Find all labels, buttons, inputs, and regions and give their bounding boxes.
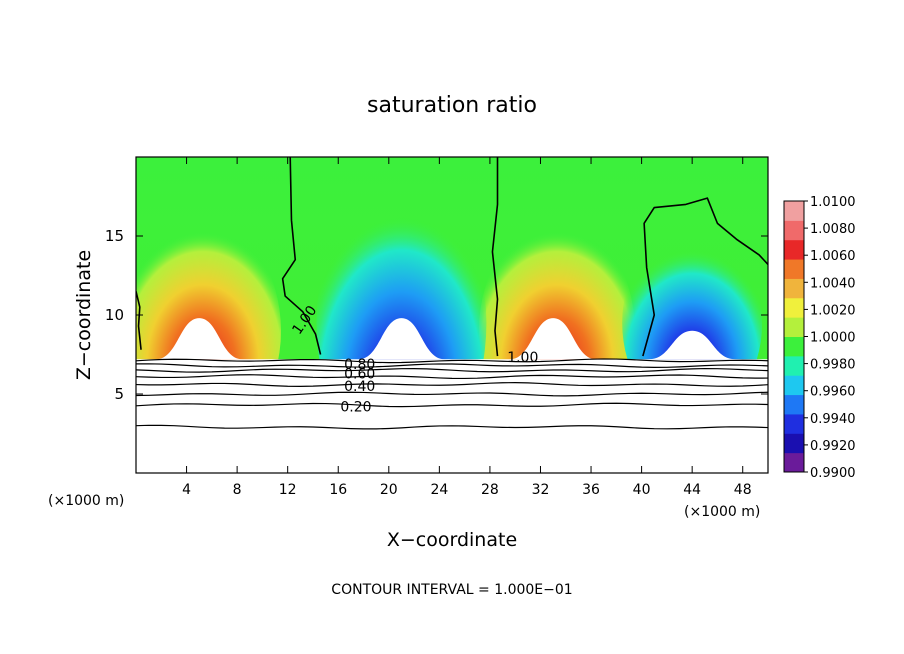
contour-line-1-00: [136, 291, 142, 350]
colorbar-segment: [784, 355, 804, 376]
colorbar-segment: [784, 375, 804, 396]
contour-line: [136, 367, 768, 373]
colorbar-segment: [784, 433, 804, 454]
y-tick-label: 10: [105, 306, 124, 324]
colorbar-segment: [784, 413, 804, 434]
terrain-mountain: [649, 330, 736, 360]
x-axis-label: X−coordinate: [387, 529, 517, 551]
x-tick-label: 44: [683, 482, 701, 498]
colorbar-segment: [784, 239, 804, 260]
colorbar-segment: [784, 336, 804, 357]
x-tick-label: 20: [380, 482, 398, 498]
colorbar-tick-label: 0.9980: [810, 358, 856, 373]
x-tick-label: 32: [532, 482, 550, 498]
contour-label: 0.80: [344, 357, 375, 373]
terrain-mountain: [510, 318, 597, 360]
plot-area: [136, 157, 768, 473]
x-tick-label: 40: [633, 482, 651, 498]
colorbar-tick-label: 1.0020: [810, 303, 856, 318]
colorbar-segment: [784, 278, 804, 299]
contour-line: [136, 358, 768, 364]
contour-line: [136, 391, 768, 397]
colorbar-tick-label: 0.9920: [810, 439, 856, 454]
contour-line-1-00: [642, 197, 768, 357]
x-tick-label: 4: [182, 482, 191, 498]
x-tick-label: 28: [481, 482, 499, 498]
contour-line: [136, 374, 768, 380]
x-tick-label: 36: [582, 482, 600, 498]
x-tick-label: 16: [329, 482, 347, 498]
colorbar-tick-label: 0.9960: [810, 385, 856, 400]
terrain-mountain: [156, 318, 243, 360]
contour-label: 0.20: [340, 400, 371, 416]
colorbar-tick-label: 0.9940: [810, 412, 856, 427]
y-axis-label: Z−coordinate: [73, 250, 95, 380]
contour-line: [136, 402, 768, 408]
contour-line: [136, 424, 768, 430]
contour-line: [136, 382, 768, 387]
colorbar-tick-label: 1.0000: [810, 331, 856, 346]
x-tick-label: 48: [734, 482, 752, 498]
colorbar-tick-label: 0.9900: [810, 466, 856, 481]
colorbar-tick-label: 1.0100: [810, 195, 856, 210]
colorbar-segment: [784, 452, 804, 473]
x-unit-left: (×1000 m): [48, 493, 124, 509]
colorbar-segment: [784, 394, 804, 415]
colorbar-tick-label: 1.0080: [810, 222, 856, 237]
colorbar-tick-label: 1.0060: [810, 249, 856, 264]
chart-title: saturation ratio: [367, 93, 537, 118]
colorbar-segment: [784, 259, 804, 279]
x-tick-label: 24: [430, 482, 448, 498]
y-tick-label: 5: [114, 385, 124, 403]
contour-interval-note: CONTOUR INTERVAL = 1.000E−01: [331, 582, 572, 598]
contour-label: 1.00: [507, 350, 538, 366]
colorbar: 1.0100 1.0080 1.0060 1.0040 1.0020 1.0000 0.99…: [783, 195, 856, 481]
contour-line: [136, 363, 768, 368]
colorbar-tick-label: 1.0040: [810, 276, 856, 291]
colorbar-segment: [784, 297, 804, 318]
contour-line-1-00: [491, 157, 499, 357]
colorbar-segment: [784, 201, 804, 221]
terrain-mountain: [358, 318, 445, 360]
y-tick-label: 15: [105, 227, 124, 245]
x-tick-label: 8: [233, 482, 242, 498]
x-unit-right: (×1000 m): [684, 504, 760, 520]
colorbar-segment: [784, 220, 804, 241]
x-tick-label: 12: [279, 482, 297, 498]
contour-label: 0.60: [344, 366, 375, 382]
contour-label: 0.40: [344, 379, 375, 395]
contour-line-1-00: [281, 157, 322, 355]
lower-region: [136, 359, 768, 473]
colorbar-segment: [784, 317, 804, 337]
